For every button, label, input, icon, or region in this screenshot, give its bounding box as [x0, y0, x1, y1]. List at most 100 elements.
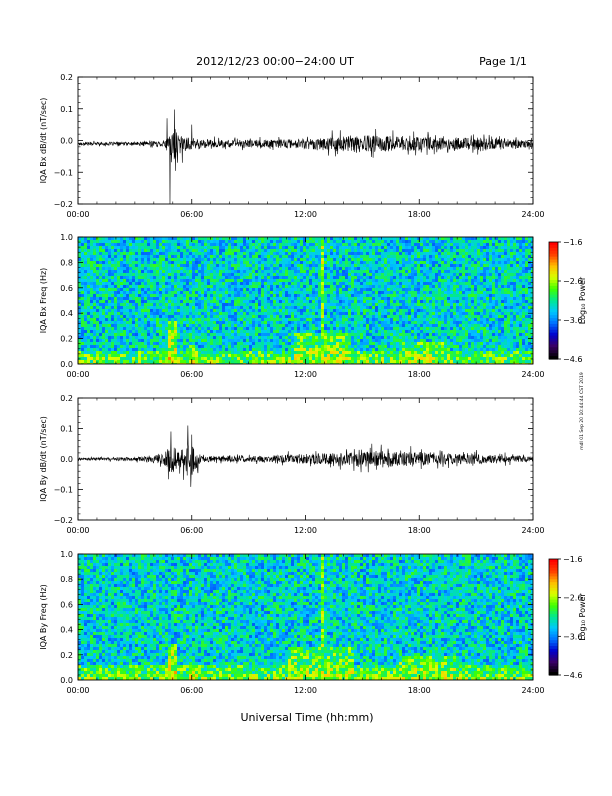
spectrogram-cell: [144, 321, 147, 324]
spectrogram-cell: [288, 261, 291, 264]
spectrogram-cell: [108, 306, 111, 309]
spectrogram-cell: [114, 324, 117, 327]
spectrogram-cell: [111, 333, 114, 336]
spectrogram-cell: [150, 342, 153, 345]
spectrogram-cell: [312, 276, 315, 279]
spectrogram-cell: [408, 291, 411, 294]
spectrogram-cell: [222, 276, 225, 279]
spectrogram-cell: [201, 297, 204, 300]
spectrogram-cell: [102, 315, 105, 318]
spectrogram-cell: [333, 339, 336, 342]
spectrogram-cell: [312, 348, 315, 351]
spectrogram-cell: [360, 285, 363, 288]
spectrogram-cell: [105, 330, 108, 333]
spectrogram-cell: [138, 297, 141, 300]
spectrogram-cell: [357, 324, 360, 327]
spectrogram-cell: [159, 243, 162, 246]
spectrogram-cell: [258, 294, 261, 297]
spectrogram-cell: [405, 264, 408, 267]
spectrogram-cell: [291, 264, 294, 267]
spectrogram-cell: [345, 288, 348, 291]
spectrogram-cell: [387, 294, 390, 297]
spectrogram-cell: [324, 264, 327, 267]
spectrogram-cell: [267, 303, 270, 306]
spectrogram-cell: [282, 351, 285, 354]
spectrogram-cell: [384, 327, 387, 330]
spectrogram-cell: [411, 282, 414, 285]
spectrogram-cell: [126, 351, 129, 354]
spectrogram-cell: [198, 354, 201, 357]
spectrogram-cell: [342, 315, 345, 318]
spectrogram-cell: [105, 273, 108, 276]
spectrogram-cell: [114, 270, 117, 273]
spectrogram-cell: [129, 282, 132, 285]
spectrogram-cell: [189, 354, 192, 357]
spectrogram-cell: [135, 297, 138, 300]
spectrogram-cell: [153, 300, 156, 303]
spectrogram-cell: [186, 282, 189, 285]
spectrogram-cell: [402, 351, 405, 354]
spectrogram-cell: [192, 342, 195, 345]
spectrogram-cell: [375, 285, 378, 288]
spectrogram-cell: [330, 351, 333, 354]
spectrogram-cell: [198, 264, 201, 267]
spectrogram-cell: [354, 354, 357, 357]
spectrogram-cell: [309, 249, 312, 252]
spectrogram-cell: [174, 279, 177, 282]
spectrogram-cell: [414, 276, 417, 279]
spectrogram-cell: [309, 288, 312, 291]
spectrogram-cell: [213, 342, 216, 345]
spectrogram-cell: [297, 312, 300, 315]
spectrogram-cell: [117, 246, 120, 249]
spectrogram-cell: [393, 333, 396, 336]
spectrogram-cell: [246, 354, 249, 357]
spectrogram-cell: [279, 276, 282, 279]
spectrogram-cell: [288, 333, 291, 336]
spectrogram-cell: [336, 279, 339, 282]
spectrogram-cell: [87, 321, 90, 324]
spectrogram-cell: [261, 345, 264, 348]
spectrogram-cell: [411, 288, 414, 291]
spectrogram-cell: [207, 324, 210, 327]
spectrogram-cell: [270, 339, 273, 342]
spectrogram-cell: [291, 243, 294, 246]
spectrogram-cell: [120, 315, 123, 318]
spectrogram-cell: [336, 273, 339, 276]
spectrogram-cell: [276, 279, 279, 282]
spectrogram-cell: [327, 285, 330, 288]
spectrogram-cell: [96, 303, 99, 306]
spectrogram-cell: [171, 240, 174, 243]
spectrogram-cell: [132, 255, 135, 258]
spectrogram-cell: [108, 285, 111, 288]
spectrogram-cell: [228, 255, 231, 258]
spectrogram-cell: [411, 240, 414, 243]
spectrogram-cell: [129, 321, 132, 324]
spectrogram-cell: [144, 342, 147, 345]
spectrogram-cell: [210, 276, 213, 279]
spectrogram-cell: [285, 330, 288, 333]
spectrogram-cell: [393, 264, 396, 267]
spectrogram-cell: [204, 339, 207, 342]
spectrogram-cell: [192, 345, 195, 348]
spectrogram-cell: [195, 267, 198, 270]
spectrogram-cell: [135, 243, 138, 246]
spectrogram-cell: [369, 273, 372, 276]
spectrogram-cell: [210, 291, 213, 294]
spectrogram-cell: [87, 315, 90, 318]
spectrogram-cell: [414, 309, 417, 312]
spectrogram-cell: [285, 309, 288, 312]
spectrogram-cell: [270, 306, 273, 309]
spectrogram-cell: [102, 291, 105, 294]
spectrogram-cell: [402, 354, 405, 357]
spectrogram-cell: [171, 303, 174, 306]
spectrogram-cell: [243, 300, 246, 303]
spectrogram-cell: [402, 327, 405, 330]
spectrogram-cell: [351, 300, 354, 303]
spectrogram-cell: [363, 342, 366, 345]
spectrogram-cell: [258, 324, 261, 327]
spectrogram-cell: [327, 297, 330, 300]
spectrogram-cell: [300, 288, 303, 291]
spectrogram-cell: [282, 348, 285, 351]
spectrogram-cell: [144, 291, 147, 294]
